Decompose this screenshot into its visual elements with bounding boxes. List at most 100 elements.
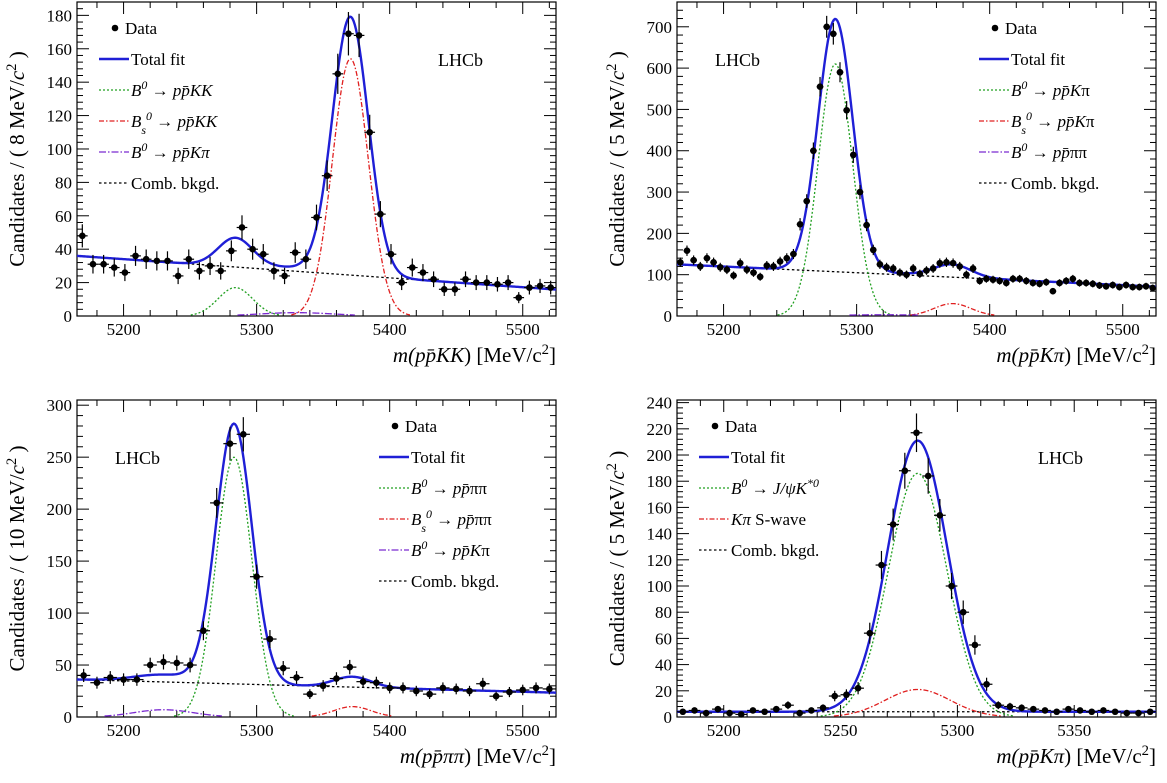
x-axis-label-part: m( [996, 744, 1020, 768]
text-segment: → [152, 112, 178, 131]
x-tick-label: 5400 [373, 721, 407, 740]
text-segment: B [1011, 112, 1022, 131]
legend-label: Comb. bkgd. [411, 572, 499, 591]
data-point-marker [869, 246, 877, 254]
data-point-marker [703, 254, 711, 262]
x-axis-label-part: ] [1149, 744, 1156, 768]
data-point-marker [293, 674, 300, 681]
data-point [700, 709, 713, 717]
x-axis-label: m(pp̄Kπ) [MeV/c2] [996, 342, 1156, 367]
data-point-marker [726, 709, 733, 717]
legend-entry-sig: B0 → pp̄KK [99, 78, 214, 100]
y-axis-label-part: Candidates / ( 5 MeV/ [605, 479, 629, 666]
data-point [1129, 283, 1137, 291]
data-point-marker [936, 511, 944, 519]
data-point-marker [409, 264, 416, 271]
legend-label: Data [725, 417, 758, 436]
y-axis-label-part: c [5, 70, 29, 80]
data-point [1144, 708, 1156, 716]
data-point [690, 255, 697, 266]
data-point-marker [217, 267, 224, 275]
data-point-marker [677, 258, 684, 266]
data-point-marker [1049, 287, 1057, 295]
data-point-marker [889, 265, 897, 272]
data-point [409, 685, 423, 697]
y-tick-label: 180 [47, 6, 73, 25]
data-point-marker [89, 260, 97, 268]
text-segment: Data [405, 417, 438, 436]
data-point-marker [1076, 279, 1083, 287]
data-point [836, 62, 844, 83]
text-segment: Comb. bkgd. [731, 541, 819, 560]
data-point [1102, 282, 1110, 290]
data-point [103, 671, 117, 684]
text-segment: s [1021, 123, 1026, 137]
text-segment: B [731, 479, 742, 498]
data-point [1109, 708, 1121, 716]
data-point [279, 267, 290, 285]
text-segment: → [432, 510, 458, 529]
refl-fit-curve [104, 709, 222, 717]
lhcb-label: LHCb [715, 50, 760, 70]
legend-label: Total fit [411, 448, 465, 467]
y-tick-label: 300 [47, 396, 73, 415]
data-point-marker [419, 269, 427, 276]
data-point-marker [929, 265, 937, 272]
data-point [863, 218, 870, 232]
text-segment: Comb. bkgd. [131, 174, 219, 193]
y-tick-label: 140 [647, 525, 673, 544]
text-segment: *0 [807, 476, 819, 490]
data-point [332, 53, 344, 94]
y-tick-label: 600 [647, 59, 673, 78]
data-point-marker [916, 270, 924, 278]
data-point [438, 282, 450, 296]
text-segment: B [131, 112, 142, 131]
data-point [226, 240, 237, 262]
data-point [770, 705, 783, 713]
x-axis-label-part: 2 [1142, 342, 1149, 358]
data-point-marker [866, 629, 874, 637]
data-point-marker [451, 285, 459, 293]
y-axis-label: Candidates / ( 5 MeV/c2 ) [604, 451, 629, 667]
data-point [140, 249, 152, 269]
data-point-marker [763, 262, 771, 269]
y-tick-label: 20 [55, 274, 72, 293]
data-point [529, 682, 543, 694]
data-point-marker [679, 708, 687, 716]
legend-entry-data: Data [111, 19, 158, 38]
x-axis-label-part: ] [549, 744, 556, 768]
y-axis-label: Candidates / ( 10 MeV/c2 ) [4, 445, 29, 671]
legend-label: B0 → pp̄ππ [411, 476, 487, 498]
text-segment: 0 [146, 109, 152, 123]
data-point [830, 23, 837, 45]
data-point [396, 682, 410, 694]
data-point [1082, 279, 1090, 287]
data-point-marker [796, 709, 803, 717]
data-point-marker [863, 221, 870, 229]
data-point [770, 261, 777, 271]
y-axis-label-part: c [605, 70, 629, 80]
data-point [758, 708, 771, 716]
text-segment: → [147, 81, 173, 100]
text-segment: B [411, 479, 422, 498]
data-point-marker [279, 664, 287, 672]
legend-label: Bs0 → pp̄ππ [411, 507, 492, 535]
data-point-marker [1003, 279, 1010, 287]
data-point [677, 257, 684, 268]
data-point [77, 224, 88, 248]
data-point [929, 264, 937, 273]
data-point [1027, 705, 1040, 713]
data-point [723, 265, 731, 275]
data-point [236, 215, 248, 240]
y-tick-label: 80 [55, 173, 72, 192]
data-point [276, 661, 290, 676]
data-point-marker [936, 259, 944, 267]
data-point [462, 685, 477, 697]
data-point-marker [196, 267, 203, 275]
text-segment: π [481, 541, 490, 560]
data-point-marker [333, 675, 340, 682]
data-point-marker [1006, 703, 1014, 710]
text-segment: 0 [141, 78, 147, 92]
x-axis-label-part: Kπ [1039, 744, 1065, 768]
data-point-marker [323, 172, 331, 180]
